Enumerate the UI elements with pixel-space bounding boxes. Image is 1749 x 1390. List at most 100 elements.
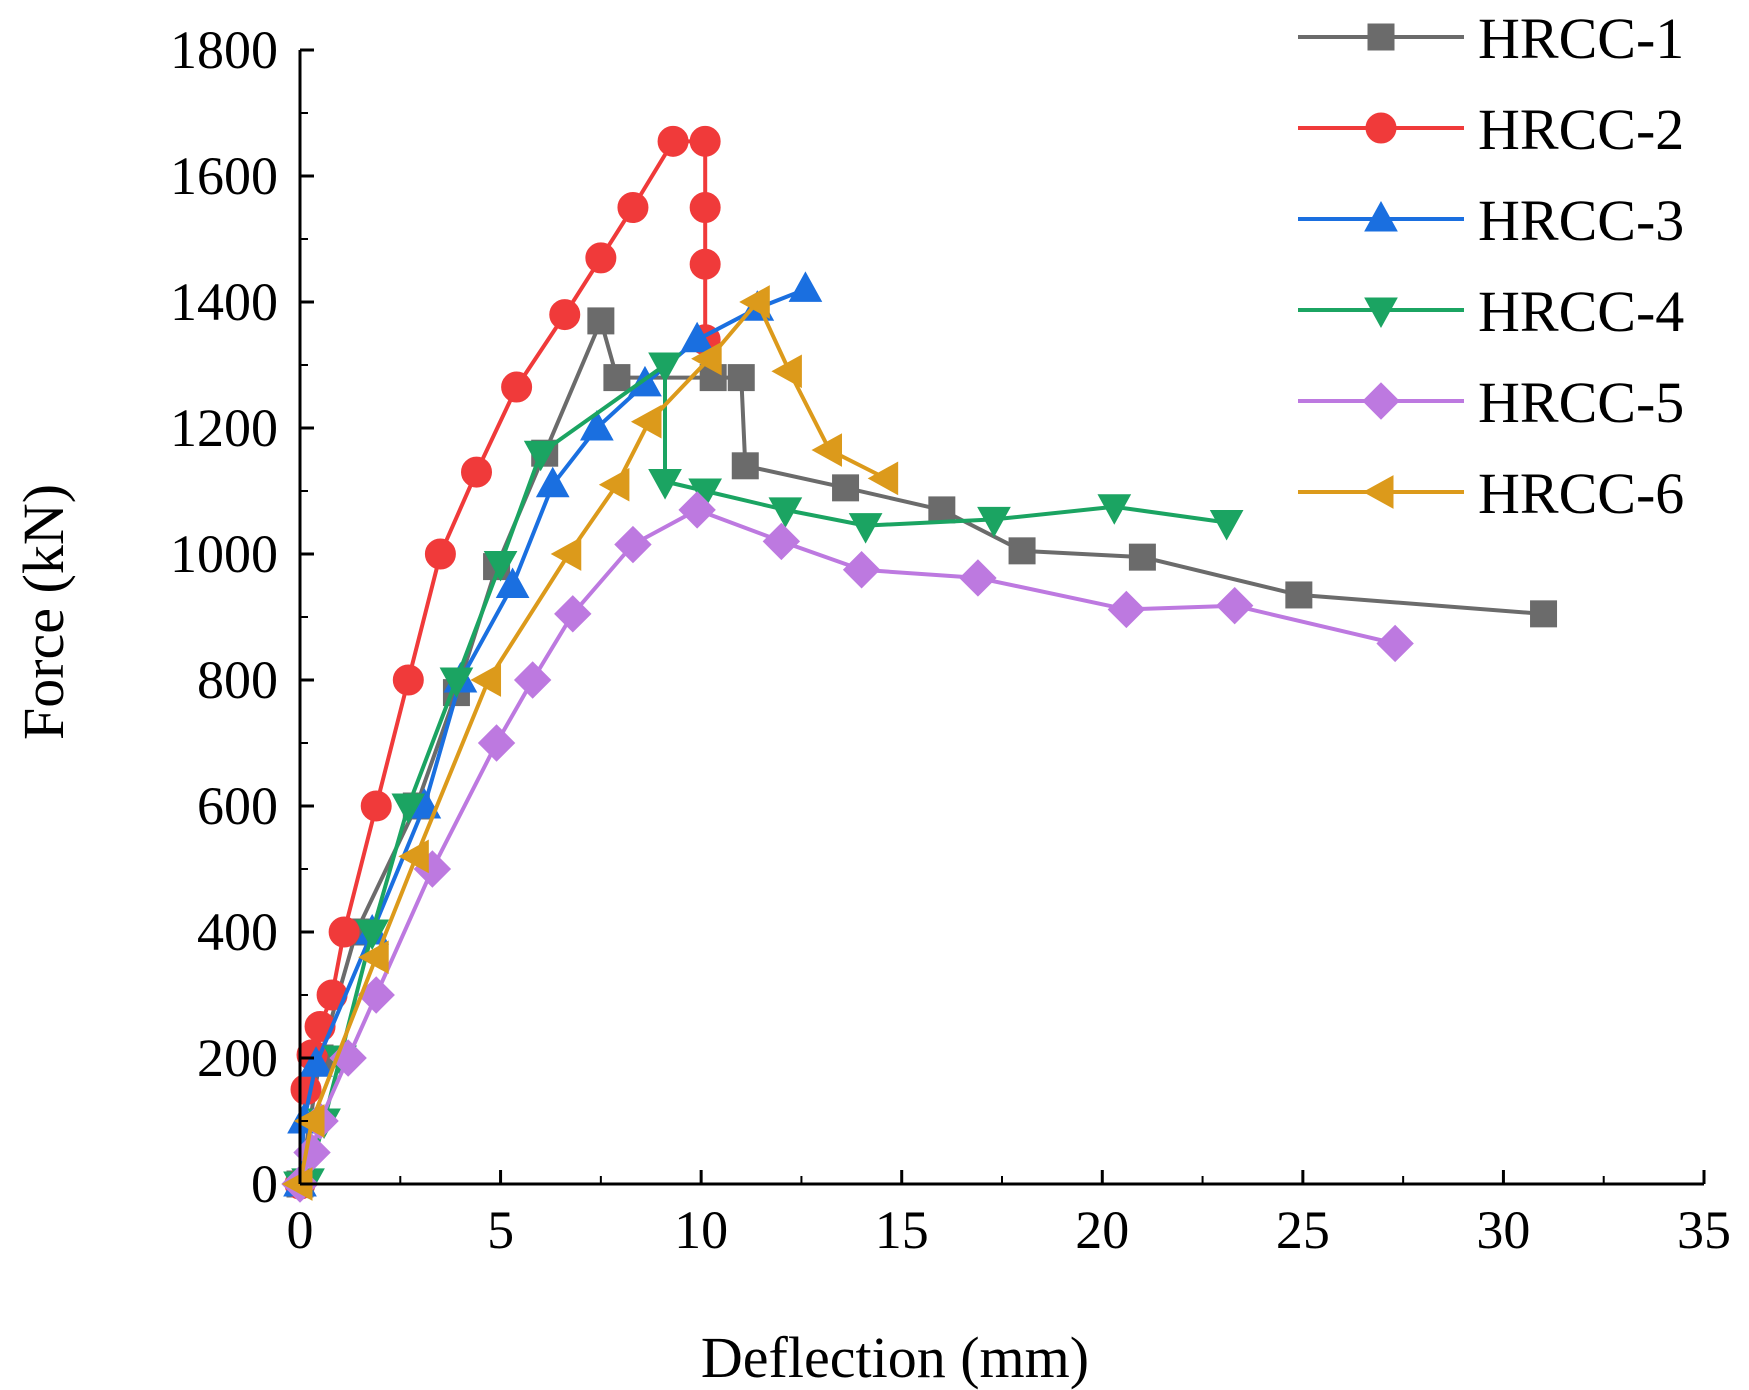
series-hrcc-5: [281, 491, 1414, 1203]
data-point: [727, 364, 755, 392]
data-point: [360, 790, 392, 822]
data-point: [439, 667, 474, 699]
data-point: [355, 919, 390, 951]
data-point: [585, 242, 617, 274]
data-point: [398, 839, 429, 874]
x-tick-label: 10: [674, 1200, 728, 1260]
data-point: [648, 352, 682, 384]
data-point: [842, 551, 881, 589]
legend-label: HRCC-2: [1478, 97, 1684, 162]
data-point: [392, 664, 424, 696]
data-point: [598, 467, 630, 502]
legend-label: HRCC-6: [1478, 461, 1684, 526]
data-point: [1128, 543, 1156, 571]
data-point: [630, 404, 662, 439]
data-point: [470, 663, 502, 697]
series-line: [299, 363, 1227, 1186]
data-point: [811, 433, 843, 467]
series-hrcc-2: [284, 125, 721, 1200]
data-point: [1209, 510, 1244, 541]
data-point: [771, 354, 802, 389]
legend-marker: [1364, 200, 1398, 232]
legend-marker: [1362, 382, 1400, 420]
y-tick-label: 200: [197, 1028, 278, 1088]
data-point: [848, 513, 883, 544]
legend-label: HRCC-1: [1478, 6, 1684, 71]
data-point: [1215, 586, 1254, 625]
legend-item-hrcc-5: HRCC-5: [1298, 370, 1684, 435]
legend: HRCC-1 HRCC-2 HRCC-3 HRCC-4 HRCC-5 HRCC-6: [1298, 6, 1684, 526]
data-point: [461, 456, 493, 488]
x-tick-label: 25: [1276, 1200, 1330, 1260]
data-point: [648, 469, 682, 500]
legend-item-hrcc-3: HRCC-3: [1298, 188, 1684, 253]
data-point: [867, 461, 899, 496]
x-tick-label: 5: [487, 1200, 514, 1260]
x-tick-label: 15: [875, 1200, 929, 1260]
y-tick-label: 1200: [170, 398, 278, 458]
data-point: [357, 976, 395, 1014]
data-point: [788, 271, 823, 302]
data-point: [299, 1046, 333, 1077]
data-point: [689, 192, 721, 223]
data-point: [579, 409, 614, 441]
data-point: [328, 916, 360, 948]
legend-item-hrcc-4: HRCC-4: [1298, 279, 1684, 344]
data-point: [768, 497, 803, 528]
data-point: [554, 595, 592, 633]
data-point: [1097, 494, 1132, 525]
legend-label: HRCC-5: [1478, 370, 1684, 435]
data-point: [657, 125, 689, 157]
data-point: [550, 537, 582, 571]
y-tick-label: 400: [197, 902, 278, 962]
data-point: [587, 307, 615, 335]
data-point: [1008, 537, 1036, 565]
y-tick-label: 1800: [170, 20, 278, 80]
data-point: [739, 285, 770, 319]
legend-item-hrcc-1: HRCC-1: [1298, 6, 1684, 71]
data-point: [928, 496, 956, 524]
data-point: [358, 940, 389, 975]
data-point: [290, 1074, 322, 1105]
y-axis-title: Force (kN): [11, 484, 76, 740]
y-tick-label: 0: [251, 1154, 278, 1214]
data-point: [832, 474, 860, 502]
x-tick-label: 20: [1075, 1200, 1129, 1260]
data-point: [391, 793, 426, 825]
x-axis-title: Deflection (mm): [701, 1325, 1089, 1390]
legend-item-hrcc-2: HRCC-2: [1298, 97, 1684, 162]
data-point: [678, 491, 716, 529]
series-line: [298, 287, 807, 1185]
data-point: [535, 466, 570, 498]
series-hrcc-1: [286, 307, 1558, 1198]
legend-item-hrcc-6: HRCC-6: [1298, 461, 1684, 526]
y-tick-label: 800: [197, 650, 278, 710]
legend-label: HRCC-4: [1478, 279, 1684, 344]
y-tick-label: 1000: [170, 524, 278, 584]
data-point: [501, 371, 533, 403]
data-point: [977, 506, 1011, 538]
y-tick-label: 1600: [170, 146, 278, 206]
x-tick-label: 0: [287, 1200, 314, 1260]
y-tick-label: 600: [197, 776, 278, 836]
data-point: [603, 364, 631, 392]
data-point: [689, 248, 721, 280]
x-tick-label: 35: [1677, 1200, 1731, 1260]
data-point: [680, 321, 714, 353]
data-point: [424, 538, 456, 570]
data-point: [959, 559, 997, 597]
data-point: [1530, 600, 1558, 628]
legend-marker: [1362, 475, 1394, 509]
data-point: [549, 299, 581, 331]
data-point: [731, 452, 759, 480]
x-tick-label: 30: [1476, 1200, 1530, 1260]
axes: 0 200 400 600 800 1000 1200 1400 1600 1800 0 5 10 15 2…: [170, 20, 1731, 1260]
data-point: [1376, 624, 1414, 663]
data-point: [617, 192, 649, 223]
series-layer: [281, 125, 1558, 1203]
legend-marker: [1367, 23, 1395, 51]
data-point: [293, 1104, 325, 1138]
y-tick-label: 1400: [170, 272, 278, 332]
legend-label: HRCC-3: [1478, 188, 1684, 253]
